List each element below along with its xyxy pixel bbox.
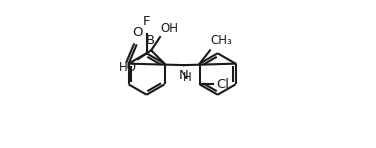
Text: CH₃: CH₃: [211, 34, 232, 47]
Text: Cl: Cl: [216, 78, 229, 91]
Text: F: F: [143, 15, 150, 28]
Text: H: H: [183, 71, 191, 84]
Text: OH: OH: [161, 22, 179, 35]
Text: B: B: [146, 34, 155, 47]
Text: N: N: [179, 69, 189, 82]
Text: O: O: [132, 26, 143, 39]
Text: HO: HO: [119, 61, 137, 74]
